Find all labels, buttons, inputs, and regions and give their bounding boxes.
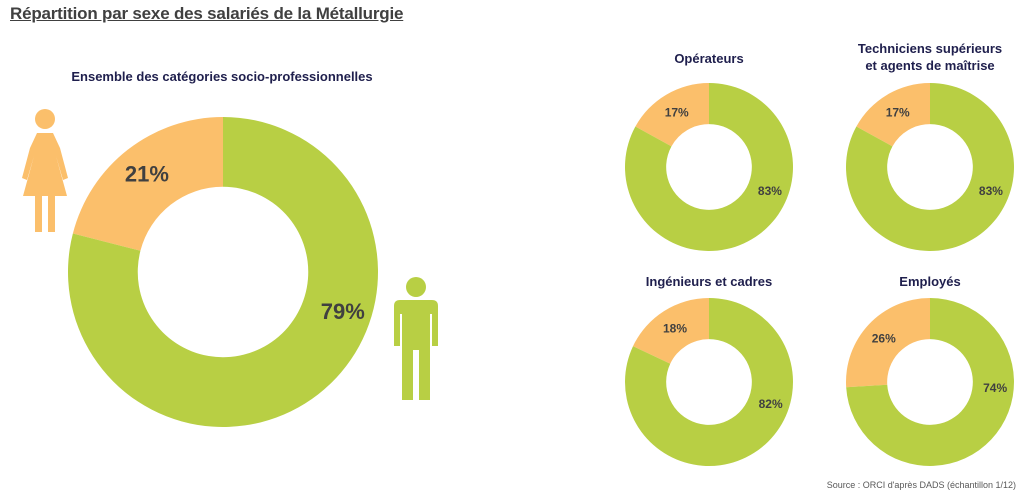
man-icon [394,277,438,400]
slice-operateurs-women [635,83,709,147]
chart-title-techniciens-line1: Techniciens supérieurs [857,41,1003,56]
label-operateurs-men: 83% [758,184,782,198]
label-employes-men: 74% [983,381,1007,395]
slice-employes-men [846,298,1014,466]
page-title: Répartition par sexe des salariés de la … [10,4,404,23]
label-main-women: 21% [125,161,169,186]
source-note: Source : ORCI d'après DADS (échantillon … [826,480,1016,490]
woman-icon [22,109,68,232]
chart-title-operateurs: Opérateurs [674,51,744,66]
label-main-men: 79% [321,299,365,324]
label-operateurs-women: 17% [665,105,689,119]
chart-title-techniciens: Techniciens supérieurs et agents de maît… [830,40,1024,74]
chart-title-main: Ensemble des catégories socio-profession… [71,69,373,84]
label-employes-women: 26% [872,332,896,346]
donut-chart-techniciens: 17% 83% [846,83,1014,252]
label-ingenieurs-women: 18% [663,321,687,335]
donut-chart-operateurs: 17% 83% [625,83,793,252]
slice-ingenieurs-women [632,298,709,364]
label-ingenieurs-men: 82% [759,397,783,411]
slice-operateurs-men [625,83,793,252]
chart-title-techniciens-line2: et agents de maîtrise [865,58,995,73]
donut-chart-ingenieurs: 18% 82% [625,298,793,466]
slice-ingenieurs-men [625,298,793,466]
label-techniciens-women: 17% [886,105,910,119]
slice-techniciens-women [856,83,930,147]
donut-chart-main: 21% 79% [67,117,378,427]
chart-title-employes: Employés [899,274,961,289]
slice-main-women [72,117,223,251]
slice-employes-women [846,298,930,388]
slice-main-men [67,117,378,427]
donut-chart-employes: 26% 74% [846,298,1014,466]
chart-title-ingenieurs: Ingénieurs et cadres [645,274,773,289]
slice-techniciens-men [846,83,1014,252]
label-techniciens-men: 83% [979,184,1003,198]
